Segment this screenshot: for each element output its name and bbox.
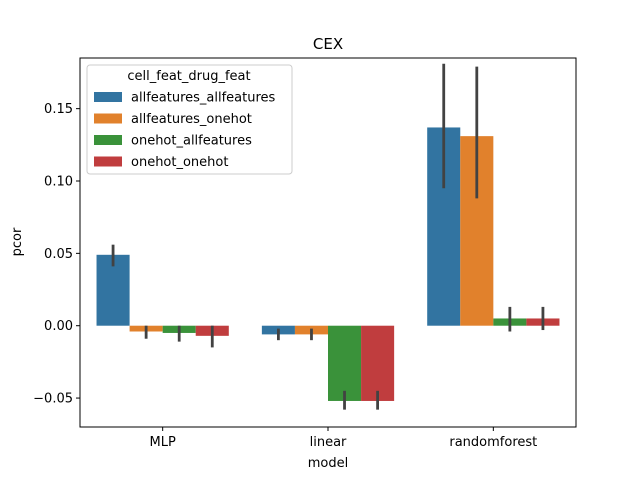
legend-title: cell_feat_drug_feat — [127, 69, 250, 84]
legend-label-onehot_onehot: onehot_onehot — [131, 155, 228, 170]
y-tick-label: 0.10 — [44, 175, 73, 190]
legend-label-onehot_allfeatures: onehot_allfeatures — [131, 134, 252, 149]
y-tick-label: −0.05 — [33, 392, 73, 407]
bar-onehot_onehot-linear — [361, 325, 395, 401]
errorbars-layer — [111, 63, 545, 410]
y-axis-label: pcor — [10, 227, 25, 256]
y-tick-label: 0.00 — [44, 319, 73, 334]
legend: cell_feat_drug_feat allfeatures_allfeatu… — [86, 64, 293, 175]
legend-swatch-allfeatures_onehot — [94, 113, 122, 124]
chart-title: CEX — [313, 35, 343, 53]
bar-allfeatures_allfeatures-MLP — [96, 254, 130, 326]
legend-entries: allfeatures_allfeatures allfeatures_oneho… — [94, 91, 276, 170]
legend-label-allfeatures_onehot: allfeatures_onehot — [131, 112, 252, 127]
y-tick-label: 0.05 — [44, 247, 73, 262]
legend-swatch-onehot_allfeatures — [94, 135, 122, 145]
legend-box — [86, 64, 293, 175]
x-tick-label-linear: linear — [310, 435, 347, 450]
legend-swatch-onehot_onehot — [94, 156, 122, 167]
x-axis: MLP linear randomforest — [150, 427, 537, 450]
x-tick-label-randomforest: randomforest — [449, 435, 537, 450]
x-tick-label-MLP: MLP — [150, 435, 176, 450]
legend-label-allfeatures_allfeatures: allfeatures_allfeatures — [131, 91, 276, 106]
x-axis-label: model — [308, 456, 348, 471]
bar-onehot_allfeatures-linear — [328, 325, 362, 401]
legend-swatch-allfeatures_allfeatures — [94, 92, 122, 102]
y-tick-label: 0.15 — [44, 102, 73, 117]
y-axis: −0.05 0.00 0.05 0.10 0.15 — [33, 102, 80, 407]
